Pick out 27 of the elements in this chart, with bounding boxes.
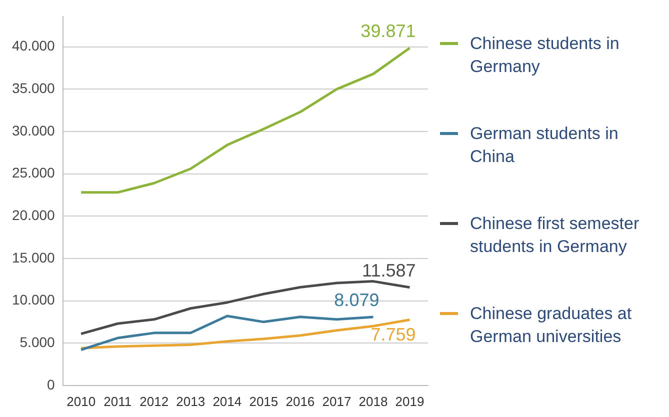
x-tick-label: 2015	[249, 394, 278, 409]
y-tick-label: 35.000	[12, 80, 56, 96]
y-tick-label: 20.000	[12, 206, 56, 223]
annotation: 11.587	[362, 260, 416, 280]
x-tick-label: 2010	[66, 394, 96, 409]
y-tick-label: 15.000	[12, 249, 56, 266]
x-tick-label: 2019	[395, 394, 424, 409]
x-tick-label: 2011	[104, 394, 132, 409]
y-tick-label: 0	[47, 376, 56, 392]
x-tick-label: 2016	[286, 394, 315, 409]
y-tick-label: 40.000	[12, 38, 56, 54]
x-tick-label: 2014	[212, 394, 242, 409]
y-tick-label: 25.000	[12, 164, 56, 181]
x-tick-label: 2012	[140, 394, 169, 409]
y-tick-label: 30.000	[12, 122, 56, 138]
x-tick-label: 2013	[176, 394, 206, 409]
x-tick-label: 2017	[322, 394, 352, 409]
legend-label: Chinese graduates at German universities	[470, 303, 633, 348]
legend-label: German students in China	[470, 123, 620, 168]
y-tick-label: 5.000	[20, 334, 56, 350]
annotation: 39.871	[360, 20, 416, 41]
legend-label: Chinese first semester students in Germany	[470, 213, 640, 258]
annotation: 7.759	[370, 324, 416, 345]
annotation: 8.079	[334, 290, 380, 310]
y-tick-label: 10.000	[12, 292, 56, 308]
legend-label: Chinese students in Germany	[470, 33, 620, 78]
x-tick-label: 2018	[358, 394, 388, 409]
